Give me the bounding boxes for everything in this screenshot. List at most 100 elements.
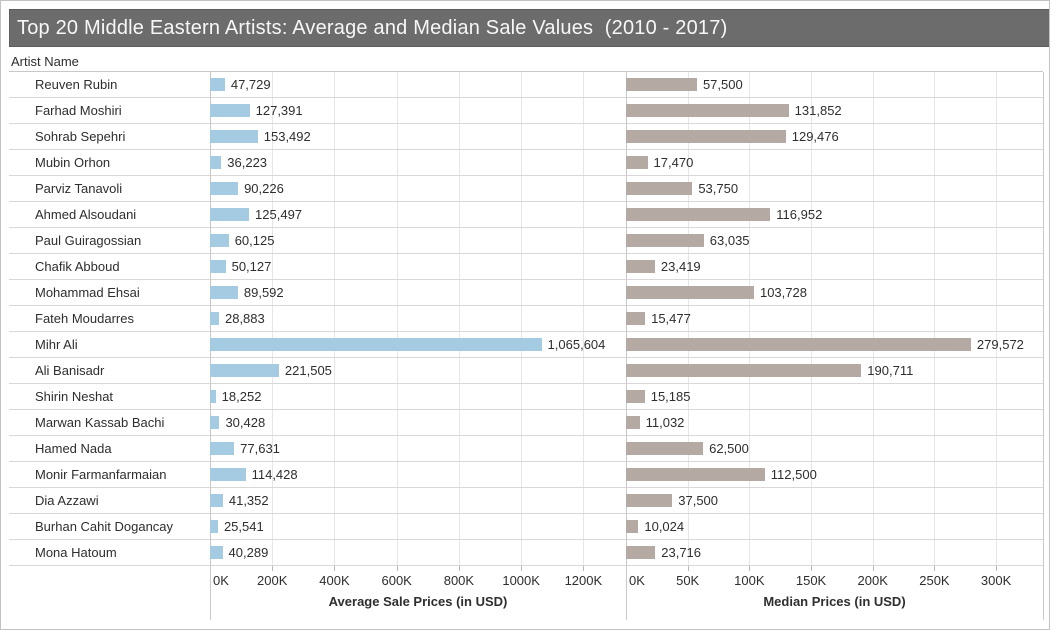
value-label: 41,352 bbox=[228, 493, 269, 508]
axis-tick-label: 100K bbox=[734, 573, 765, 588]
value-label: 190,711 bbox=[867, 363, 914, 378]
artist-name: Chafik Abboud bbox=[9, 254, 210, 280]
gridline bbox=[396, 72, 398, 566]
value-label: 60,125 bbox=[234, 233, 275, 248]
avg-sale-bar[interactable] bbox=[210, 520, 218, 533]
artist-name: Marwan Kassab Bachi bbox=[9, 410, 210, 436]
chart-row: 77,631 bbox=[210, 436, 626, 462]
median-price-bar[interactable] bbox=[626, 390, 645, 403]
avg-sale-bar[interactable] bbox=[210, 312, 219, 325]
avg-sale-bar[interactable] bbox=[210, 260, 226, 273]
median-price-bar[interactable] bbox=[626, 286, 754, 299]
value-label: 18,252 bbox=[221, 389, 262, 404]
axis-tick-label: 200K bbox=[857, 573, 888, 588]
median-price-bar[interactable] bbox=[626, 104, 789, 117]
value-label: 112,500 bbox=[770, 467, 817, 482]
artist-name: Fateh Moudarres bbox=[9, 306, 210, 332]
chart-row: 103,728 bbox=[626, 280, 1043, 306]
gridline bbox=[583, 72, 585, 566]
median-price-bar[interactable] bbox=[626, 78, 697, 91]
avg-sale-bar[interactable] bbox=[210, 234, 229, 247]
axis-tick bbox=[811, 566, 813, 571]
avg-sale-bar[interactable] bbox=[210, 442, 235, 455]
chart-row: 28,883 bbox=[210, 306, 626, 332]
chart-row: 131,852 bbox=[626, 98, 1043, 124]
avg-sale-bar[interactable] bbox=[210, 364, 279, 377]
avg-sale-bar[interactable] bbox=[210, 546, 223, 559]
avg-sale-bar[interactable] bbox=[210, 494, 223, 507]
chart-row: 279,572 bbox=[626, 332, 1043, 358]
median-price-bar[interactable] bbox=[626, 546, 656, 559]
axis-tick-label: 300K bbox=[980, 573, 1012, 588]
avg-sale-bar[interactable] bbox=[210, 468, 246, 481]
median-price-bar[interactable] bbox=[626, 494, 673, 507]
median-price-bar[interactable] bbox=[626, 130, 786, 143]
avg-sale-bar[interactable] bbox=[210, 104, 250, 117]
median-price-bar[interactable] bbox=[626, 260, 655, 273]
avg-sale-bar[interactable] bbox=[210, 338, 542, 351]
axis-tick bbox=[583, 566, 585, 571]
value-label: 30,428 bbox=[225, 415, 266, 430]
avg-sale-bar[interactable] bbox=[210, 78, 225, 91]
median-price-bar[interactable] bbox=[626, 442, 704, 455]
chart-row: 53,750 bbox=[626, 176, 1043, 202]
value-label: 50,127 bbox=[231, 259, 272, 274]
axis-tick-label: 200K bbox=[257, 573, 288, 588]
chart-row: 63,035 bbox=[626, 228, 1043, 254]
value-label: 90,226 bbox=[244, 181, 284, 196]
artist-name: Mihr Ali bbox=[9, 332, 210, 358]
value-label: 37,500 bbox=[678, 493, 719, 508]
axis-tick bbox=[749, 566, 751, 571]
value-label: 28,883 bbox=[224, 311, 265, 326]
chart-row: 37,500 bbox=[626, 488, 1043, 514]
artist-name: Parviz Tanavoli bbox=[9, 176, 210, 202]
median-price-bar[interactable] bbox=[626, 338, 971, 351]
avg-sale-axis: Average Sale Prices (in USD) 0K 200K 400K 6… bbox=[210, 566, 626, 620]
value-label: 114,428 bbox=[251, 467, 298, 482]
avg-sale-bar[interactable] bbox=[210, 286, 238, 299]
chart-row: 221,505 bbox=[210, 358, 626, 384]
avg-sale-bar[interactable] bbox=[210, 208, 250, 221]
value-label: 25,541 bbox=[223, 519, 264, 534]
dashboard-title: Top 20 Middle Eastern Artists: Average a… bbox=[9, 9, 1049, 47]
gridline bbox=[934, 72, 936, 566]
value-label: 129,476 bbox=[791, 129, 839, 144]
axis-tick bbox=[521, 566, 523, 571]
chart-row: 23,716 bbox=[626, 540, 1043, 566]
median-price-bar[interactable] bbox=[626, 234, 704, 247]
axis-tick-label: 600K bbox=[381, 573, 412, 588]
value-label: 10,024 bbox=[644, 519, 685, 534]
avg-sale-bar[interactable] bbox=[210, 182, 239, 195]
avg-sale-bar[interactable] bbox=[210, 156, 222, 169]
artist-name: Reuven Rubin bbox=[9, 72, 210, 98]
chart-row: 89,592 bbox=[210, 280, 626, 306]
median-price-bar[interactable] bbox=[626, 364, 862, 377]
axis-tick bbox=[996, 566, 998, 571]
avg-sale-bar[interactable] bbox=[210, 390, 216, 403]
avg-axis-title: Average Sale Prices (in USD) bbox=[328, 594, 508, 609]
median-price-bar[interactable] bbox=[626, 520, 639, 533]
chart-row: 57,500 bbox=[626, 72, 1043, 98]
median-price-bar[interactable] bbox=[626, 416, 640, 429]
value-label: 127,391 bbox=[255, 103, 303, 118]
artist-name: Mohammad Ehsai bbox=[9, 280, 210, 306]
chart-row: 23,419 bbox=[626, 254, 1043, 280]
value-label: 221,505 bbox=[284, 363, 332, 378]
median-price-bar[interactable] bbox=[626, 208, 771, 221]
avg-sale-bar[interactable] bbox=[210, 416, 220, 429]
chart-row: 112,500 bbox=[626, 462, 1043, 488]
artist-name: Shirin Neshat bbox=[9, 384, 210, 410]
gridline bbox=[811, 72, 813, 566]
median-price-bar[interactable] bbox=[626, 156, 648, 169]
median-price-bar[interactable] bbox=[626, 312, 646, 325]
median-price-bar[interactable] bbox=[626, 182, 693, 195]
value-label: 17,470 bbox=[653, 155, 694, 170]
axis-tick-label: 1200K bbox=[564, 573, 603, 588]
right-pane-border bbox=[1043, 72, 1044, 620]
avg-sale-chart-pane: 47,729 127,391 153,492 36,223 90,226 125,497 6… bbox=[210, 72, 626, 566]
median-price-bar[interactable] bbox=[626, 468, 765, 481]
value-label: 36,223 bbox=[227, 155, 268, 170]
avg-sale-bar[interactable] bbox=[210, 130, 258, 143]
value-label: 153,492 bbox=[263, 129, 311, 144]
